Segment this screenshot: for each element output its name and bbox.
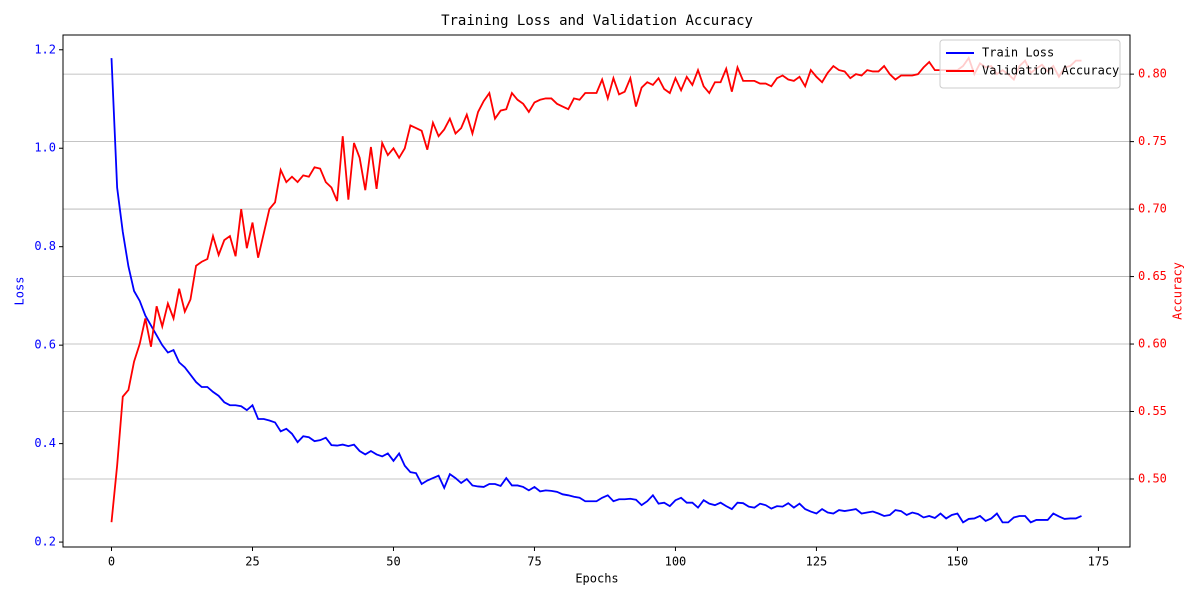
y-tick-label: 0.8 bbox=[34, 239, 56, 253]
y2-tick-label: 0.65 bbox=[1138, 269, 1167, 283]
y2-tick-label: 0.50 bbox=[1138, 471, 1167, 485]
x-tick-label: 0 bbox=[108, 555, 115, 569]
y2-tick-label: 0.70 bbox=[1138, 202, 1167, 216]
y-tick-label: 1.0 bbox=[34, 141, 56, 155]
y-tick-label: 0.4 bbox=[34, 436, 56, 450]
legend-box bbox=[939, 39, 1121, 89]
legend-label: Validation Accuracy bbox=[982, 64, 1119, 78]
y2-tick-label: 0.60 bbox=[1138, 337, 1167, 351]
x-tick-label: 100 bbox=[665, 555, 687, 569]
x-axis-label: Epochs bbox=[575, 572, 618, 586]
y-tick-label: 0.2 bbox=[34, 535, 56, 549]
x-tick-label: 25 bbox=[245, 555, 259, 569]
x-tick-label: 75 bbox=[527, 555, 541, 569]
x-tick-label: 150 bbox=[947, 555, 969, 569]
y2-tick-label: 0.55 bbox=[1138, 404, 1167, 418]
legend-label: Train Loss bbox=[982, 46, 1054, 60]
y-tick-label: 0.6 bbox=[34, 338, 56, 352]
plot-frame bbox=[62, 34, 1131, 548]
x-tick-label: 175 bbox=[1088, 555, 1110, 569]
series-line bbox=[110, 55, 1082, 523]
series-line bbox=[110, 58, 1082, 524]
y-tick-label: 1.2 bbox=[34, 42, 56, 56]
y2-axis-label: Accuracy bbox=[1171, 262, 1185, 320]
y-axis-label: Loss bbox=[13, 277, 27, 306]
x-tick-label: 125 bbox=[806, 555, 828, 569]
x-tick-label: 50 bbox=[386, 555, 400, 569]
y2-tick-label: 0.75 bbox=[1138, 134, 1167, 148]
chart-title: Training Loss and Validation Accuracy bbox=[441, 13, 753, 29]
y2-tick-label: 0.80 bbox=[1138, 67, 1167, 81]
